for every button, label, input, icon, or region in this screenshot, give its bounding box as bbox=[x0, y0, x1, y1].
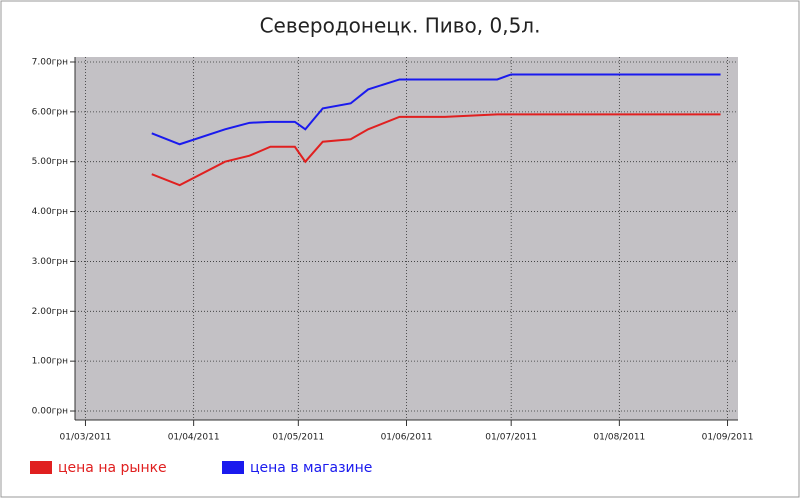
x-tick-label: 01/09/2011 bbox=[702, 433, 754, 443]
y-tick-label: 6.00грн bbox=[32, 107, 68, 117]
data-line bbox=[151, 113, 721, 187]
x-tick-label: 01/08/2011 bbox=[593, 433, 645, 443]
chart-title: Северодонецк. Пиво, 0,5л. bbox=[260, 14, 541, 38]
x-tick-label: 01/07/2011 bbox=[485, 433, 537, 443]
x-tick-label: 01/05/2011 bbox=[272, 433, 324, 443]
legend-label: цена в магазине bbox=[250, 460, 372, 476]
y-tick-label: 3.00грн bbox=[32, 257, 68, 267]
y-tick-label: 0.00грн bbox=[32, 407, 68, 417]
legend-swatch bbox=[30, 461, 52, 474]
y-tick-label: 7.00грн bbox=[32, 57, 68, 67]
y-tick-label: 2.00грн bbox=[32, 307, 68, 317]
legend-label: цена на рынке bbox=[58, 460, 167, 476]
x-tick-label: 01/06/2011 bbox=[381, 433, 433, 443]
y-tick-label: 5.00грн bbox=[32, 157, 68, 167]
y-tick-label: 1.00грн bbox=[32, 357, 68, 367]
y-tick-label: 4.00грн bbox=[32, 207, 68, 217]
x-tick-label: 01/04/2011 bbox=[168, 433, 220, 443]
x-tick-label: 01/03/2011 bbox=[60, 433, 112, 443]
legend-swatch bbox=[222, 461, 244, 474]
data-line bbox=[151, 73, 721, 146]
